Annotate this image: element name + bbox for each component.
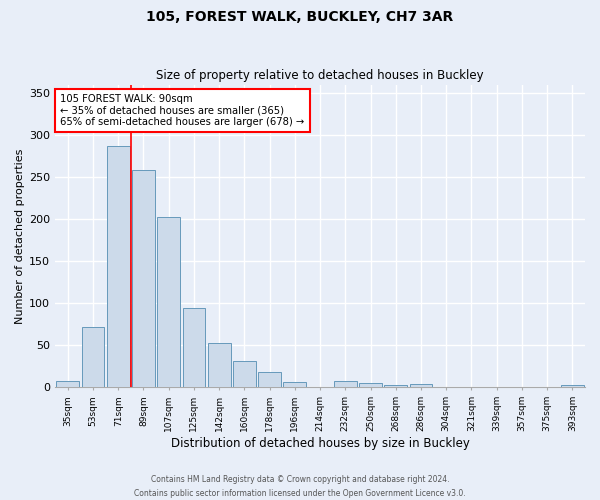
Bar bbox=[561, 385, 584, 388]
Bar bbox=[258, 372, 281, 388]
Bar bbox=[410, 384, 433, 388]
Text: 105, FOREST WALK, BUCKLEY, CH7 3AR: 105, FOREST WALK, BUCKLEY, CH7 3AR bbox=[146, 10, 454, 24]
Y-axis label: Number of detached properties: Number of detached properties bbox=[15, 148, 25, 324]
Bar bbox=[283, 382, 306, 388]
Bar bbox=[56, 380, 79, 388]
Text: Contains HM Land Registry data © Crown copyright and database right 2024.
Contai: Contains HM Land Registry data © Crown c… bbox=[134, 476, 466, 498]
Title: Size of property relative to detached houses in Buckley: Size of property relative to detached ho… bbox=[156, 69, 484, 82]
Bar bbox=[334, 380, 356, 388]
Text: 105 FOREST WALK: 90sqm
← 35% of detached houses are smaller (365)
65% of semi-de: 105 FOREST WALK: 90sqm ← 35% of detached… bbox=[61, 94, 305, 127]
Bar bbox=[385, 385, 407, 388]
Bar bbox=[157, 216, 180, 388]
Bar bbox=[233, 360, 256, 388]
X-axis label: Distribution of detached houses by size in Buckley: Distribution of detached houses by size … bbox=[170, 437, 470, 450]
Bar bbox=[182, 308, 205, 388]
Bar bbox=[107, 146, 130, 388]
Bar bbox=[132, 170, 155, 388]
Bar bbox=[359, 383, 382, 388]
Bar bbox=[82, 327, 104, 388]
Bar bbox=[208, 343, 230, 388]
